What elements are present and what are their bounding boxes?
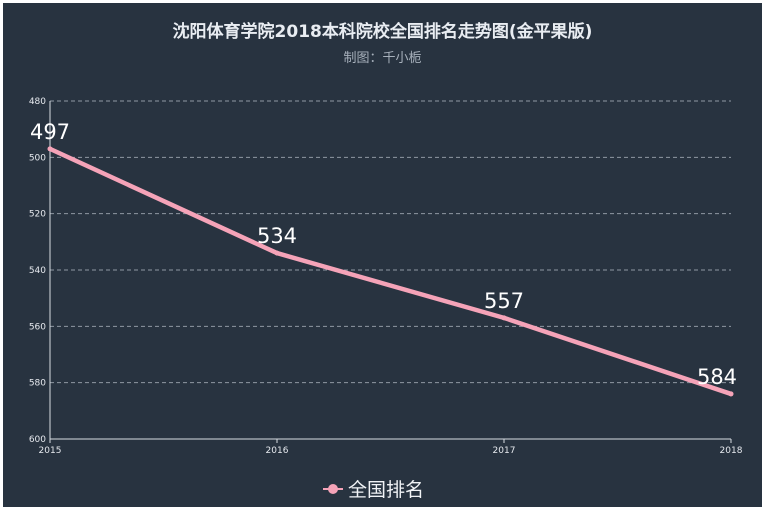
data-point: [501, 315, 507, 321]
data-point: [274, 250, 280, 256]
y-tick-label: 480: [29, 97, 46, 107]
chart-title: 沈阳体育学院2018本科院校全国排名走势图(金平果版): [172, 22, 593, 42]
x-tick-label: 2018: [720, 446, 743, 456]
legend-label[interactable]: 全国排名: [348, 479, 424, 501]
x-tick-label: 2017: [493, 446, 516, 456]
y-tick-label: 500: [29, 153, 46, 163]
legend-marker-icon: [328, 484, 338, 494]
chart-subtitle: 制图：千小栀: [343, 51, 422, 66]
data-point: [47, 146, 53, 152]
y-tick-label: 600: [29, 435, 46, 445]
data-label: 557: [484, 289, 524, 313]
legend[interactable]: 全国排名: [323, 479, 424, 501]
y-tick-label: 540: [29, 266, 46, 276]
y-tick-label: 580: [29, 379, 46, 389]
x-tick-label: 2016: [266, 446, 289, 456]
series-layer: [47, 146, 734, 397]
series-line: [47, 146, 734, 397]
data-point: [728, 391, 734, 397]
data-labels: 497 534 557 584: [30, 120, 737, 389]
chart-panel: 沈阳体育学院2018本科院校全国排名走势图(金平果版) 制图：千小栀 480 50…: [3, 3, 762, 507]
data-label: 584: [697, 365, 737, 389]
y-tick-label: 560: [29, 322, 46, 332]
grid-lines: [50, 100, 731, 384]
x-tick-label: 2015: [39, 446, 62, 456]
data-label: 534: [257, 224, 297, 248]
data-label: 497: [30, 120, 70, 144]
y-tick-label: 520: [29, 210, 46, 220]
